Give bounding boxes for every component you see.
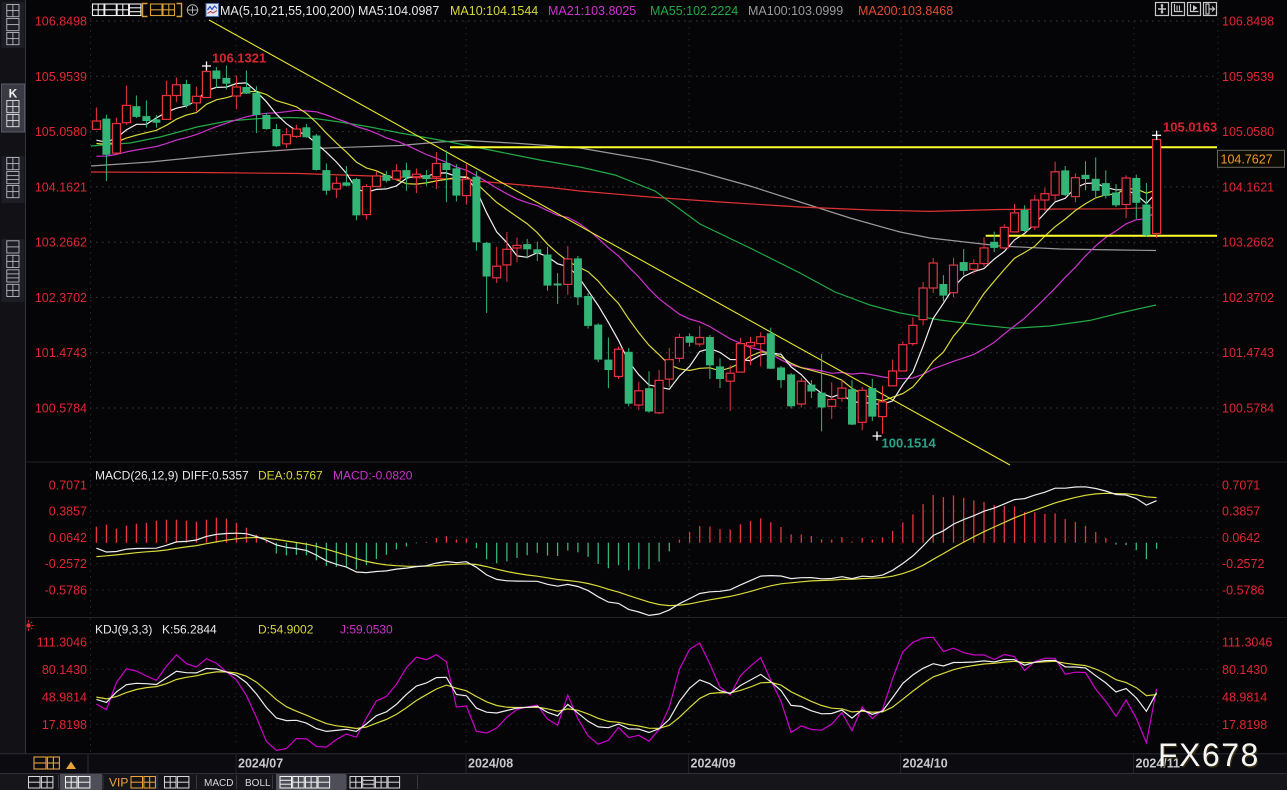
- svg-text:0.7071: 0.7071: [1222, 478, 1260, 492]
- svg-text:2024/11: 2024/11: [1136, 756, 1181, 770]
- svg-text:48.9814: 48.9814: [1222, 690, 1267, 704]
- svg-text:80.1430: 80.1430: [1222, 663, 1267, 677]
- svg-text:100.1514: 100.1514: [882, 436, 937, 451]
- svg-text:2024/09: 2024/09: [691, 756, 736, 770]
- svg-text:105.9539: 105.9539: [35, 70, 87, 84]
- svg-text:DIFF:0.5357: DIFF:0.5357: [182, 469, 249, 483]
- svg-text:FX678: FX678: [1159, 738, 1261, 774]
- svg-text:105.0580: 105.0580: [1222, 125, 1274, 139]
- svg-text:105.0163: 105.0163: [1163, 120, 1217, 135]
- svg-text:MACD:-0.0820: MACD:-0.0820: [333, 469, 413, 483]
- svg-text:106.1321: 106.1321: [212, 51, 266, 66]
- svg-text:-0.2572: -0.2572: [1222, 557, 1264, 571]
- svg-text:106.8498: 106.8498: [35, 15, 87, 29]
- svg-text:2024/08: 2024/08: [468, 756, 513, 770]
- svg-text:105.0580: 105.0580: [35, 125, 87, 139]
- svg-text:MA200:103.8468: MA200:103.8468: [858, 4, 953, 18]
- svg-text:102.3702: 102.3702: [35, 291, 87, 305]
- svg-text:VIP: VIP: [109, 776, 128, 790]
- svg-text:100.5784: 100.5784: [35, 402, 87, 416]
- svg-text:J:59.0530: J:59.0530: [340, 623, 393, 637]
- svg-text:104.1621: 104.1621: [1222, 180, 1274, 194]
- svg-text:MACD: MACD: [204, 778, 233, 789]
- svg-text:MA100:103.0999: MA100:103.0999: [748, 4, 843, 18]
- svg-text:-0.2572: -0.2572: [45, 557, 87, 571]
- svg-text:BOLL: BOLL: [245, 778, 271, 789]
- svg-text:MA55:102.2224: MA55:102.2224: [650, 4, 738, 18]
- svg-text:105.9539: 105.9539: [1222, 70, 1274, 84]
- svg-text:17.8198: 17.8198: [1222, 718, 1267, 732]
- svg-text:100.5784: 100.5784: [1222, 402, 1274, 416]
- svg-text:MA21:103.8025: MA21:103.8025: [548, 4, 636, 18]
- svg-text:2024/10: 2024/10: [903, 756, 948, 770]
- svg-text:DEA:0.5767: DEA:0.5767: [258, 469, 323, 483]
- svg-text:2024/07: 2024/07: [238, 756, 283, 770]
- svg-text:MACD(26,12,9): MACD(26,12,9): [95, 469, 178, 483]
- svg-text:111.3046: 111.3046: [1222, 635, 1272, 649]
- svg-text:48.9814: 48.9814: [42, 690, 87, 704]
- svg-text:FX678: FX678: [1158, 737, 1260, 773]
- svg-text:103.2662: 103.2662: [35, 236, 87, 250]
- svg-text:KDJ(9,3,3): KDJ(9,3,3): [95, 623, 152, 637]
- svg-text:102.3702: 102.3702: [1222, 291, 1274, 305]
- svg-text:106.8498: 106.8498: [1222, 15, 1274, 29]
- svg-text:K: K: [9, 87, 18, 101]
- svg-text:K:56.2844: K:56.2844: [162, 623, 217, 637]
- svg-text:0.0642: 0.0642: [1222, 531, 1260, 545]
- svg-text:103.2662: 103.2662: [1222, 236, 1274, 250]
- svg-text:MA(5,10,21,55,100,200): MA(5,10,21,55,100,200): [220, 4, 355, 18]
- svg-text:101.4743: 101.4743: [35, 346, 87, 360]
- svg-text:104.1621: 104.1621: [35, 180, 87, 194]
- svg-text:80.1430: 80.1430: [42, 663, 87, 677]
- svg-text:MA10:104.1544: MA10:104.1544: [450, 4, 538, 18]
- svg-text:-0.5786: -0.5786: [1222, 584, 1264, 598]
- svg-text:104.7627: 104.7627: [1221, 153, 1273, 167]
- svg-text:111.3046: 111.3046: [37, 635, 87, 649]
- svg-text:0.3857: 0.3857: [49, 505, 87, 519]
- svg-text:-0.5786: -0.5786: [45, 584, 87, 598]
- svg-text:D:54.9002: D:54.9002: [258, 623, 314, 637]
- svg-text:0.3857: 0.3857: [1222, 505, 1260, 519]
- svg-text:0.0642: 0.0642: [49, 531, 87, 545]
- svg-text:101.4743: 101.4743: [1222, 346, 1274, 360]
- svg-text:17.8198: 17.8198: [42, 718, 87, 732]
- svg-text:0.7071: 0.7071: [49, 478, 87, 492]
- svg-text:MA5:104.0987: MA5:104.0987: [358, 4, 439, 18]
